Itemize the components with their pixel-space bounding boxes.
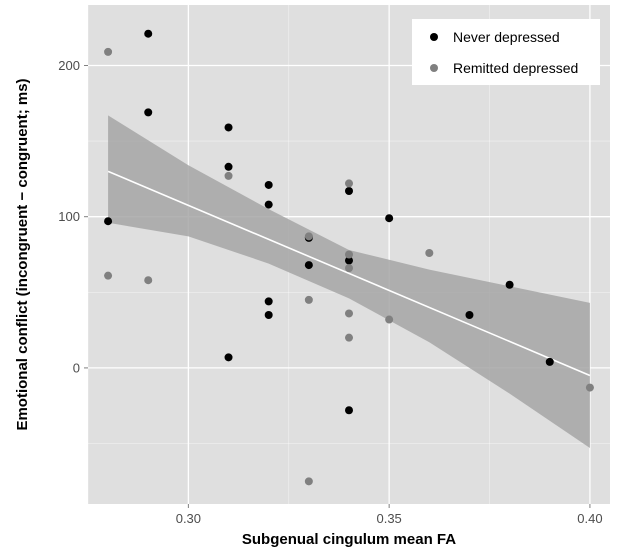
point-remitted-depressed xyxy=(345,250,353,259)
point-never-depressed xyxy=(505,280,514,289)
legend-box xyxy=(412,19,600,85)
y-axis-title: Emotional conflict (incongruent − congru… xyxy=(14,78,31,430)
legend-label-never-depressed: Never depressed xyxy=(453,29,560,45)
point-never-depressed xyxy=(264,180,273,189)
point-remitted-depressed xyxy=(224,171,233,180)
y-tick-label: 100 xyxy=(58,209,80,224)
point-remitted-depressed xyxy=(425,248,434,257)
regression-line xyxy=(107,170,591,377)
point-remitted-depressed xyxy=(304,477,313,486)
confidence-band xyxy=(108,115,590,449)
point-never-depressed xyxy=(465,310,474,319)
point-never-depressed xyxy=(264,297,273,306)
point-never-depressed xyxy=(345,406,353,415)
point-never-depressed xyxy=(545,357,554,366)
point-remitted-depressed xyxy=(345,309,353,318)
point-never-depressed xyxy=(304,261,313,270)
legend-marker-remitted-depressed xyxy=(430,64,438,72)
point-remitted-depressed xyxy=(385,315,394,324)
point-remitted-depressed xyxy=(304,295,313,304)
y-tick-label: 200 xyxy=(58,58,80,73)
x-axis-ticks: 0.30 0.35 0.40 xyxy=(176,504,603,526)
y-tick-label: 0 xyxy=(73,360,80,375)
point-remitted-depressed xyxy=(585,383,594,392)
legend-marker-never-depressed xyxy=(430,33,438,41)
point-remitted-depressed xyxy=(345,179,353,188)
x-tick-label: 0.35 xyxy=(376,511,401,526)
data-points xyxy=(104,29,594,486)
x-tick-label: 0.40 xyxy=(577,511,602,526)
point-never-depressed xyxy=(264,200,273,209)
point-never-depressed xyxy=(385,214,394,223)
point-never-depressed xyxy=(345,256,353,265)
point-remitted-depressed xyxy=(104,47,113,56)
y-axis-ticks: 0 100 200 xyxy=(58,58,88,375)
point-remitted-depressed xyxy=(345,333,353,342)
point-never-depressed xyxy=(224,123,233,132)
point-remitted-depressed xyxy=(104,271,113,280)
legend-label-remitted-depressed: Remitted depressed xyxy=(453,60,578,76)
point-never-depressed xyxy=(264,310,273,319)
point-never-depressed xyxy=(104,217,113,226)
point-remitted-depressed xyxy=(345,264,353,273)
legend: Never depressed Remitted depressed xyxy=(412,19,600,85)
point-never-depressed xyxy=(224,162,233,171)
point-remitted-depressed xyxy=(304,232,313,241)
point-never-depressed xyxy=(144,108,153,117)
point-never-depressed xyxy=(345,186,353,195)
point-never-depressed xyxy=(224,353,233,362)
x-axis-title: Subgenual cingulum mean FA xyxy=(242,531,456,548)
x-tick-label: 0.30 xyxy=(176,511,201,526)
point-remitted-depressed xyxy=(144,276,153,285)
point-never-depressed xyxy=(144,29,153,38)
